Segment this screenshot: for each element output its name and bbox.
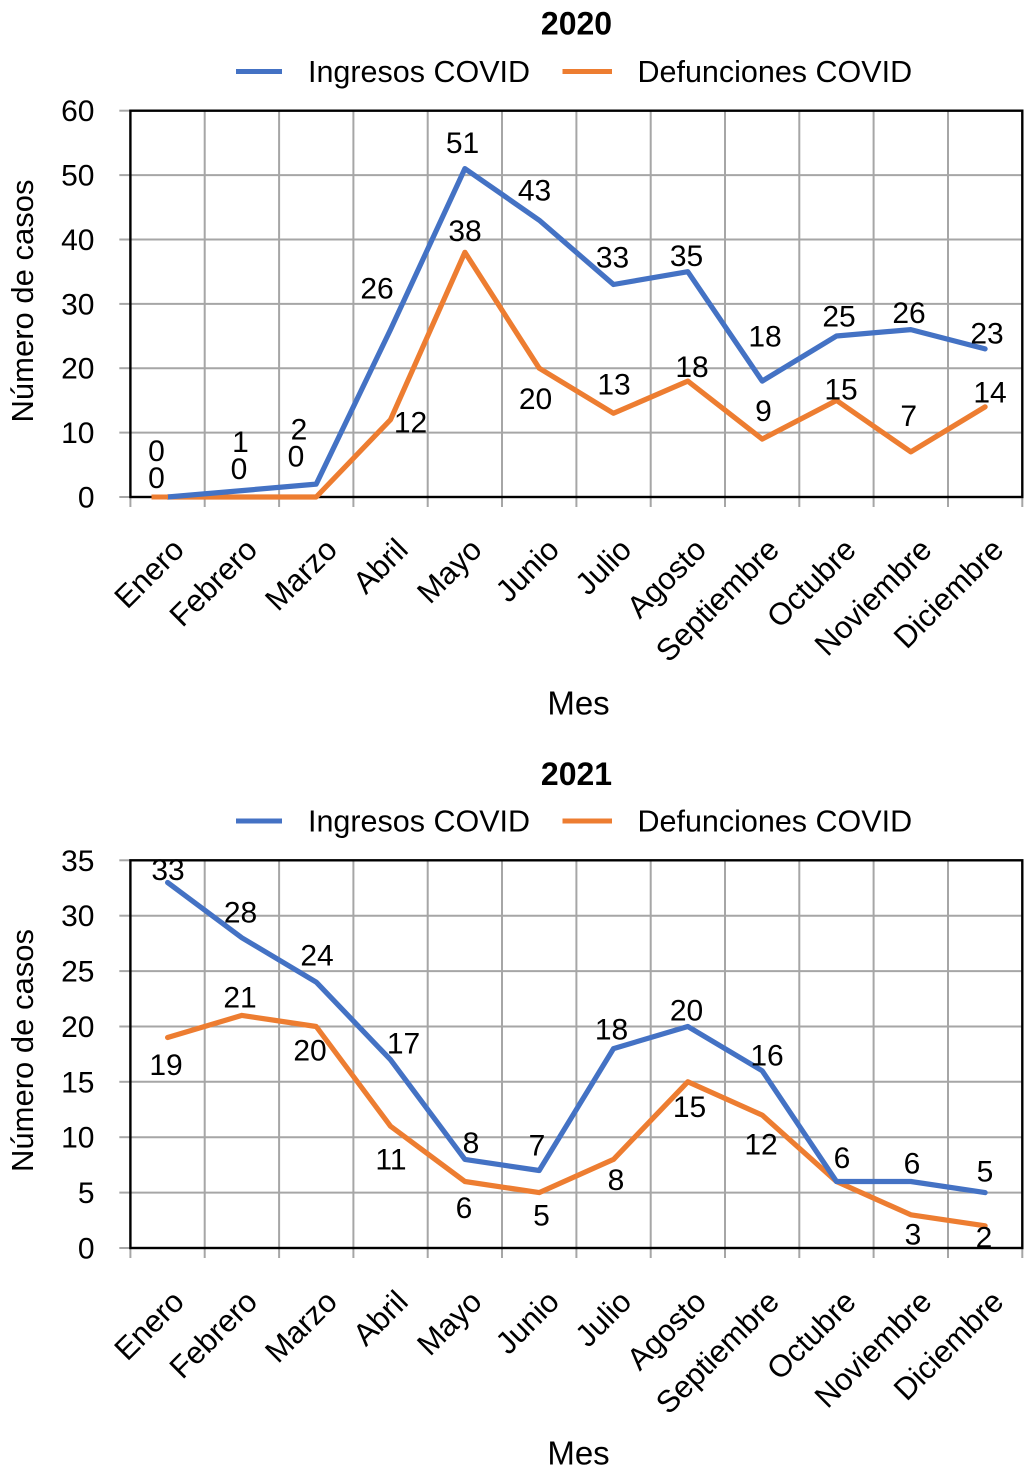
svg-text:60: 60 — [61, 95, 94, 128]
svg-text:0: 0 — [78, 1233, 95, 1266]
svg-text:14: 14 — [973, 377, 1006, 410]
svg-text:0: 0 — [148, 462, 165, 495]
svg-text:20: 20 — [519, 383, 552, 416]
svg-text:12: 12 — [394, 407, 427, 440]
svg-text:28: 28 — [224, 897, 257, 930]
svg-text:1: 1 — [232, 426, 249, 459]
svg-text:5: 5 — [533, 1200, 550, 1233]
svg-text:Junio: Junio — [489, 532, 566, 609]
svg-text:Mes: Mes — [547, 1435, 609, 1472]
svg-text:15: 15 — [61, 1066, 94, 1099]
svg-text:16: 16 — [750, 1040, 783, 1073]
svg-text:20: 20 — [293, 1035, 326, 1068]
svg-text:12: 12 — [744, 1129, 777, 1162]
svg-text:19: 19 — [149, 1049, 182, 1082]
svg-text:Número de casos: Número de casos — [5, 929, 40, 1172]
svg-text:2020: 2020 — [541, 6, 612, 42]
svg-text:20: 20 — [670, 995, 703, 1028]
svg-text:40: 40 — [61, 224, 94, 257]
svg-text:50: 50 — [61, 160, 94, 193]
svg-text:Número de casos: Número de casos — [5, 180, 40, 423]
svg-text:10: 10 — [61, 1122, 94, 1155]
svg-text:35: 35 — [61, 845, 94, 878]
svg-text:Defunciones COVID: Defunciones COVID — [638, 804, 913, 838]
svg-text:30: 30 — [61, 900, 94, 933]
svg-text:3: 3 — [905, 1219, 922, 1252]
svg-text:Abril: Abril — [346, 532, 415, 601]
svg-text:Mes: Mes — [547, 685, 609, 722]
svg-text:7: 7 — [900, 400, 917, 433]
svg-text:0: 0 — [231, 453, 248, 486]
svg-text:2: 2 — [291, 414, 308, 447]
svg-text:17: 17 — [387, 1028, 420, 1061]
svg-text:25: 25 — [822, 301, 855, 334]
svg-text:26: 26 — [360, 273, 393, 306]
svg-text:35: 35 — [670, 240, 703, 273]
svg-text:15: 15 — [824, 374, 857, 407]
svg-text:2: 2 — [976, 1222, 993, 1255]
svg-text:5: 5 — [977, 1156, 994, 1189]
svg-text:6: 6 — [904, 1148, 921, 1181]
svg-text:18: 18 — [675, 351, 708, 384]
svg-text:2021: 2021 — [541, 756, 612, 792]
svg-text:5: 5 — [78, 1177, 95, 1210]
svg-text:Junio: Junio — [489, 1284, 566, 1361]
svg-text:15: 15 — [673, 1091, 706, 1124]
svg-text:Ingresos COVID: Ingresos COVID — [308, 55, 530, 89]
svg-text:33: 33 — [596, 242, 629, 275]
svg-text:38: 38 — [448, 215, 481, 248]
svg-text:20: 20 — [61, 1011, 94, 1044]
svg-text:30: 30 — [61, 288, 94, 321]
svg-text:6: 6 — [834, 1142, 851, 1175]
svg-text:20: 20 — [61, 353, 94, 386]
svg-text:10: 10 — [61, 417, 94, 450]
svg-text:0: 0 — [148, 435, 165, 468]
svg-text:Marzo: Marzo — [258, 532, 344, 618]
svg-text:Mayo: Mayo — [410, 532, 488, 610]
svg-text:11: 11 — [375, 1144, 406, 1177]
svg-text:7: 7 — [529, 1130, 546, 1163]
svg-text:0: 0 — [78, 482, 95, 515]
svg-text:Ingresos COVID: Ingresos COVID — [308, 804, 530, 838]
svg-text:8: 8 — [463, 1127, 480, 1160]
svg-text:Abril: Abril — [346, 1284, 415, 1353]
svg-text:26: 26 — [892, 297, 925, 330]
svg-text:43: 43 — [518, 175, 551, 208]
svg-text:13: 13 — [597, 369, 630, 402]
svg-text:25: 25 — [61, 956, 94, 989]
svg-text:18: 18 — [595, 1014, 628, 1047]
svg-text:9: 9 — [755, 395, 772, 428]
svg-text:33: 33 — [151, 854, 184, 887]
svg-text:Defunciones COVID: Defunciones COVID — [638, 55, 913, 89]
svg-text:8: 8 — [608, 1164, 625, 1197]
svg-text:18: 18 — [748, 321, 781, 354]
svg-text:24: 24 — [300, 940, 333, 973]
svg-text:Mayo: Mayo — [410, 1284, 488, 1362]
svg-text:23: 23 — [970, 318, 1003, 351]
svg-text:21: 21 — [223, 982, 256, 1015]
svg-text:6: 6 — [456, 1192, 473, 1225]
svg-text:Marzo: Marzo — [258, 1284, 344, 1370]
svg-text:0: 0 — [288, 441, 305, 474]
svg-text:51: 51 — [446, 127, 479, 160]
